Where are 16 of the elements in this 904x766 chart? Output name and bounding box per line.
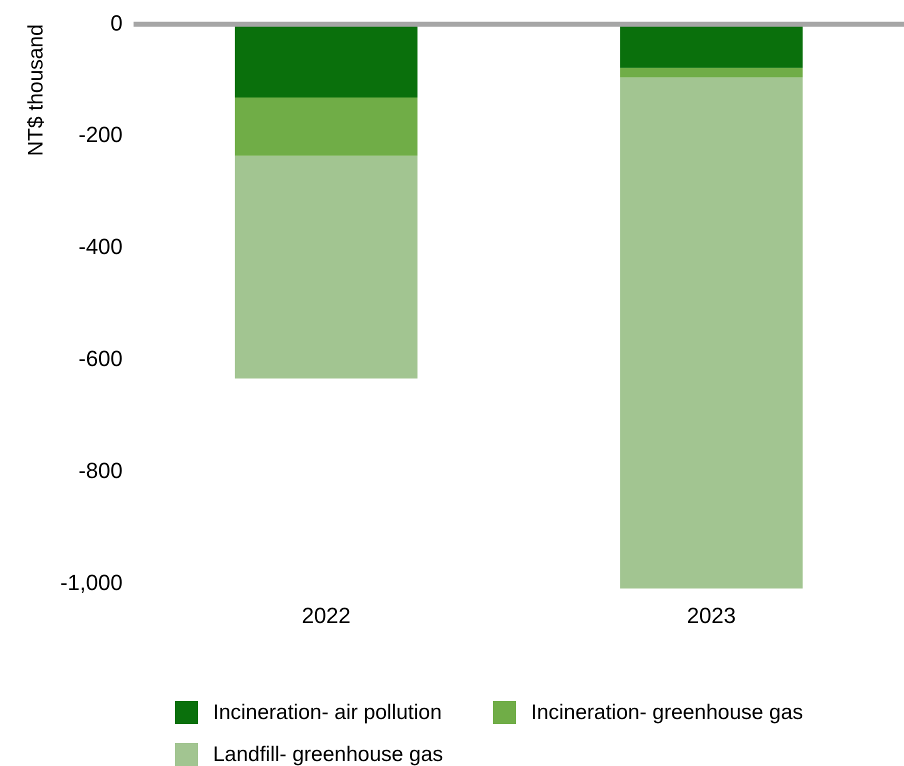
bar	[620, 68, 803, 78]
y-tick-label: -800	[78, 458, 123, 484]
x-tick-label: 2022	[302, 602, 351, 628]
bar	[620, 77, 803, 588]
y-tick-label: -600	[78, 346, 123, 372]
y-tick-label: -1,000	[60, 570, 123, 596]
bar	[234, 156, 418, 379]
y-axis-title: NT$ thousand	[24, 24, 48, 156]
legend-label: Incineration- air pollution	[213, 700, 442, 724]
y-tick-label: -200	[78, 122, 123, 148]
legend-label: Incineration- greenhouse gas	[531, 700, 804, 724]
legend-label: Landfill- greenhouse gas	[213, 742, 443, 766]
y-tick-label: 0	[110, 10, 123, 36]
x-tick-label: 2023	[686, 602, 736, 628]
bar	[234, 98, 418, 156]
y-tick-label: -400	[78, 234, 123, 260]
